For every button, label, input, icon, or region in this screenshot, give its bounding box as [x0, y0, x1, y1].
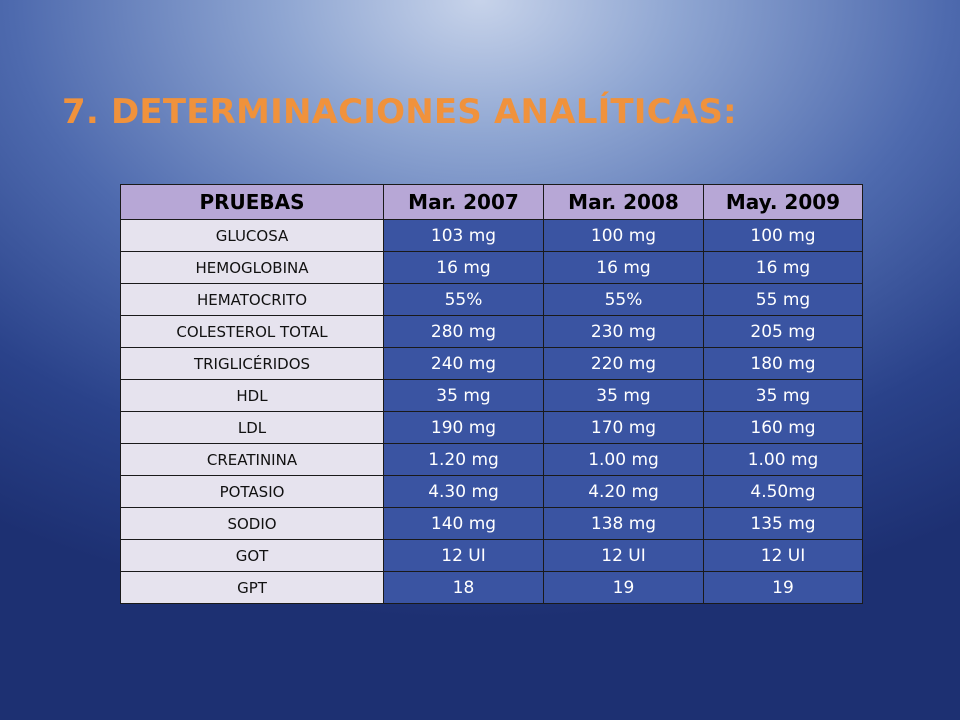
- result-cell: 12 UI: [703, 539, 863, 572]
- result-cell: 103 mg: [383, 219, 544, 252]
- result-cell: 160 mg: [703, 411, 863, 444]
- result-cell: 170 mg: [543, 411, 704, 444]
- result-cell: 1.20 mg: [383, 443, 544, 476]
- result-cell: 35 mg: [543, 379, 704, 412]
- table-row: LDL 190 mg 170 mg 160 mg: [120, 411, 863, 444]
- test-name-cell: HEMOGLOBINA: [120, 251, 384, 284]
- table-row: GLUCOSA 103 mg 100 mg 100 mg: [120, 219, 863, 252]
- header-pruebas: PRUEBAS: [120, 184, 384, 220]
- result-cell: 35 mg: [703, 379, 863, 412]
- table-body: GLUCOSA 103 mg 100 mg 100 mg HEMOGLOBINA 16 m…: [120, 219, 863, 604]
- result-cell: 190 mg: [383, 411, 544, 444]
- result-cell: 4.50mg: [703, 475, 863, 508]
- test-name-cell: TRIGLICÉRIDOS: [120, 347, 384, 380]
- result-cell: 12 UI: [383, 539, 544, 572]
- result-cell: 240 mg: [383, 347, 544, 380]
- table-row: TRIGLICÉRIDOS 240 mg 220 mg 180 mg: [120, 347, 863, 380]
- test-name-cell: GPT: [120, 571, 384, 604]
- result-cell: 16 mg: [703, 251, 863, 284]
- result-cell: 55 mg: [703, 283, 863, 316]
- table-row: POTASIO 4.30 mg 4.20 mg 4.50mg: [120, 475, 863, 508]
- table-row: HEMATOCRITO 55% 55% 55 mg: [120, 283, 863, 316]
- table-header-row: PRUEBAS Mar. 2007 Mar. 2008 May. 2009: [120, 184, 863, 220]
- test-name-cell: CREATININA: [120, 443, 384, 476]
- result-cell: 19: [703, 571, 863, 604]
- table-row: HEMOGLOBINA 16 mg 16 mg 16 mg: [120, 251, 863, 284]
- result-cell: 280 mg: [383, 315, 544, 348]
- result-cell: 140 mg: [383, 507, 544, 540]
- result-cell: 100 mg: [703, 219, 863, 252]
- test-name-cell: HDL: [120, 379, 384, 412]
- table-row: HDL 35 mg 35 mg 35 mg: [120, 379, 863, 412]
- result-cell: 4.20 mg: [543, 475, 704, 508]
- result-cell: 18: [383, 571, 544, 604]
- table-row: CREATININA 1.20 mg 1.00 mg 1.00 mg: [120, 443, 863, 476]
- result-cell: 4.30 mg: [383, 475, 544, 508]
- header-may-2009: May. 2009: [703, 184, 863, 220]
- table-row: SODIO 140 mg 138 mg 135 mg: [120, 507, 863, 540]
- result-cell: 16 mg: [543, 251, 704, 284]
- result-cell: 1.00 mg: [543, 443, 704, 476]
- result-cell: 180 mg: [703, 347, 863, 380]
- test-name-cell: GOT: [120, 539, 384, 572]
- result-cell: 12 UI: [543, 539, 704, 572]
- result-cell: 1.00 mg: [703, 443, 863, 476]
- result-cell: 35 mg: [383, 379, 544, 412]
- result-cell: 205 mg: [703, 315, 863, 348]
- test-name-cell: HEMATOCRITO: [120, 283, 384, 316]
- table-row: COLESTEROL TOTAL 280 mg 230 mg 205 mg: [120, 315, 863, 348]
- result-cell: 55%: [383, 283, 544, 316]
- result-cell: 55%: [543, 283, 704, 316]
- result-cell: 135 mg: [703, 507, 863, 540]
- results-table: PRUEBAS Mar. 2007 Mar. 2008 May. 2009 GL…: [120, 184, 863, 604]
- result-cell: 100 mg: [543, 219, 704, 252]
- header-mar-2007: Mar. 2007: [383, 184, 544, 220]
- result-cell: 220 mg: [543, 347, 704, 380]
- result-cell: 19: [543, 571, 704, 604]
- result-cell: 138 mg: [543, 507, 704, 540]
- header-mar-2008: Mar. 2008: [543, 184, 704, 220]
- test-name-cell: GLUCOSA: [120, 219, 384, 252]
- result-cell: 16 mg: [383, 251, 544, 284]
- test-name-cell: COLESTEROL TOTAL: [120, 315, 384, 348]
- test-name-cell: LDL: [120, 411, 384, 444]
- result-cell: 230 mg: [543, 315, 704, 348]
- test-name-cell: SODIO: [120, 507, 384, 540]
- table-row: GPT 18 19 19: [120, 571, 863, 604]
- table-row: GOT 12 UI 12 UI 12 UI: [120, 539, 863, 572]
- slide-title: 7. DETERMINACIONES ANALÍTICAS:: [62, 92, 737, 132]
- test-name-cell: POTASIO: [120, 475, 384, 508]
